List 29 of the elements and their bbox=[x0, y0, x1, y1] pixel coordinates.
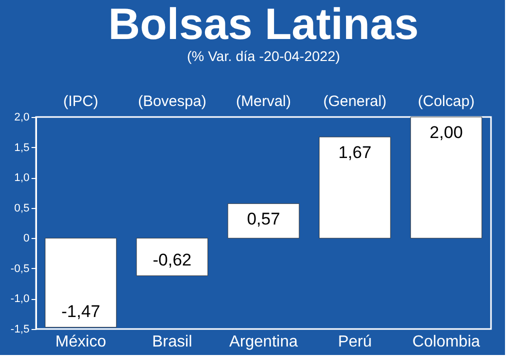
y-tick-label: 1,0 bbox=[14, 172, 30, 184]
bar bbox=[136, 238, 208, 276]
y-tick-label: 1,5 bbox=[14, 142, 30, 154]
text: (General) bbox=[323, 93, 387, 110]
y-tick-label: -1,5 bbox=[10, 324, 30, 336]
y-tick-label: 2,0 bbox=[14, 112, 30, 124]
bar bbox=[318, 136, 391, 238]
y-tick-label: 0 bbox=[23, 232, 30, 245]
x-tick-label: México bbox=[55, 334, 106, 350]
text: (Colcap) bbox=[418, 93, 475, 110]
x-tick-label: Argentina bbox=[229, 334, 298, 350]
y-tick-label: -0,5 bbox=[10, 262, 30, 275]
data-label: 1,67 bbox=[338, 142, 372, 162]
chart-subtitle: (% Var. día -20-04-2022) bbox=[186, 48, 340, 64]
text: (Bovespa) bbox=[138, 93, 206, 110]
data-label: 2,00 bbox=[430, 123, 463, 142]
text: (IPC) bbox=[63, 93, 98, 110]
text: (Merval) bbox=[236, 93, 291, 110]
chart-title: Bolsas Latinas bbox=[108, 0, 419, 49]
data-label: 0,57 bbox=[246, 210, 280, 229]
x-tick-label: Brasil bbox=[152, 334, 192, 350]
y-tick-label: -1,0 bbox=[10, 293, 30, 306]
bar bbox=[44, 238, 117, 328]
x-tick-label: Perú bbox=[338, 334, 372, 350]
bar bbox=[228, 203, 300, 238]
x-tick-label: Colombia bbox=[412, 334, 480, 350]
data-label: -1,47 bbox=[61, 302, 100, 322]
data-label: -0,62 bbox=[152, 250, 192, 270]
y-tick-label: 0,5 bbox=[14, 202, 30, 214]
